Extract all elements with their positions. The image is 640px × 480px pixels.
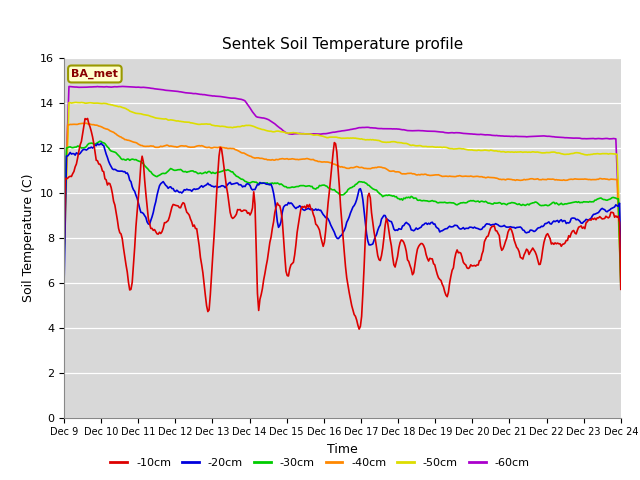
Text: BA_met: BA_met <box>72 69 118 79</box>
Y-axis label: Soil Temperature (C): Soil Temperature (C) <box>22 173 35 302</box>
Legend: -10cm, -20cm, -30cm, -40cm, -50cm, -60cm: -10cm, -20cm, -30cm, -40cm, -50cm, -60cm <box>106 453 534 472</box>
Title: Sentek Soil Temperature profile: Sentek Soil Temperature profile <box>222 37 463 52</box>
X-axis label: Time: Time <box>327 443 358 456</box>
